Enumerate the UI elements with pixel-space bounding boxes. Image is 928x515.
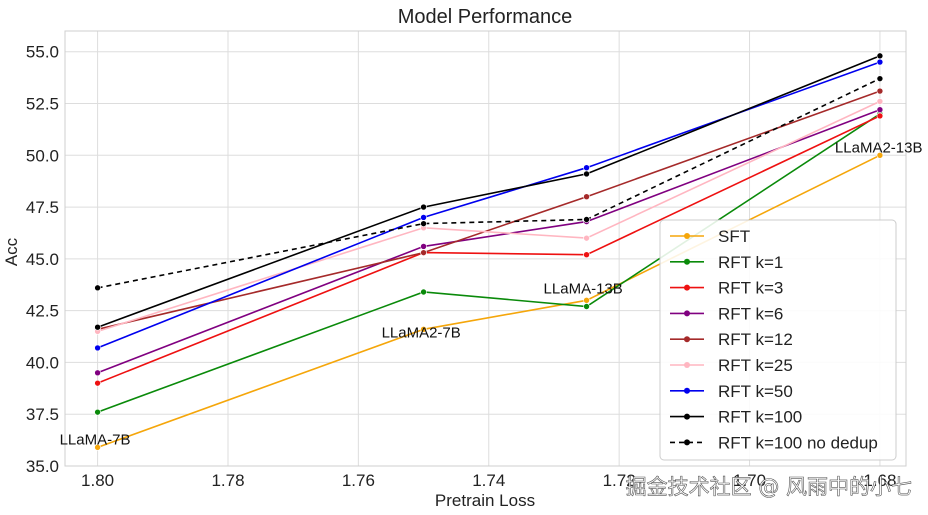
annotation-label: LLaMA-13B	[544, 280, 623, 297]
series-line	[97, 55, 881, 328]
tick-labels: 35.0 37.5 40.0 42.5 45.0 47.5 50.0 52.5 55.0 1.80…	[26, 43, 897, 490]
legend-marker	[684, 362, 690, 368]
y-tick-label: 47.5	[26, 198, 59, 217]
x-tick-label: 1.76	[342, 471, 375, 490]
x-tick-label: 1.80	[81, 471, 114, 490]
data-point	[583, 193, 590, 201]
data-point	[583, 296, 590, 304]
chart-title: Model Performance	[398, 6, 573, 28]
data-point	[420, 214, 427, 221]
annotations: LLaMA-7B LLaMA2-7B LLaMA-13B LLaMA2-13B	[60, 139, 923, 448]
data-point	[876, 151, 884, 159]
series-rft-k-25	[94, 98, 884, 335]
data-point	[94, 369, 101, 377]
legend-label: RFT k=100 no dedup	[718, 433, 878, 452]
data-point	[876, 87, 884, 95]
data-point	[420, 203, 427, 211]
y-tick-label: 40.0	[26, 353, 59, 372]
series-line	[97, 113, 881, 413]
series-line	[97, 100, 881, 333]
data-point	[583, 164, 590, 172]
y-tick-label: 35.0	[26, 457, 59, 476]
annotation-label: LLaMA2-13B	[835, 139, 923, 156]
x-tick-label: 1.74	[472, 471, 505, 490]
data-point	[94, 284, 101, 292]
legend-marker	[684, 387, 690, 394]
data-point	[94, 444, 101, 451]
series-rft-k-6	[94, 106, 884, 377]
data-point	[94, 323, 101, 331]
x-tick-label: 1.72	[603, 471, 636, 490]
series-line	[97, 77, 881, 289]
data-point	[420, 220, 427, 227]
series-line	[97, 115, 881, 384]
legend-label: RFT k=100	[718, 408, 802, 427]
data-point	[876, 75, 884, 82]
legend: SFT RFT k=1 RFT k=3 RFT k=6 RFT k=12 RFT k=25…	[659, 219, 897, 461]
x-tick-label: 1.68	[863, 471, 896, 490]
data-point	[420, 249, 427, 256]
legend-label: RFT k=3	[718, 279, 783, 298]
x-tick-label: 1.78	[211, 471, 244, 490]
y-tick-label: 37.5	[26, 405, 59, 424]
data-point	[876, 112, 884, 120]
legend-marker	[684, 258, 690, 265]
series-rft-k-100	[94, 52, 884, 331]
data-point	[583, 303, 590, 310]
data-point	[420, 243, 427, 250]
data-point	[583, 216, 590, 223]
legend-marker	[684, 284, 690, 291]
legend-label: RFT k=1	[718, 253, 783, 272]
x-axis-title: Pretrain Loss	[435, 491, 535, 510]
data-point	[876, 58, 884, 66]
series-line	[97, 90, 881, 331]
legend-label: RFT k=25	[718, 356, 793, 375]
legend-box	[659, 219, 897, 461]
series-line	[97, 108, 881, 374]
data-point	[583, 170, 590, 178]
data-point	[583, 251, 590, 259]
legend-label: RFT k=12	[718, 330, 793, 349]
series-rft-k-100-no-dedup	[94, 75, 884, 292]
legend-marker	[684, 310, 690, 317]
data-point	[94, 379, 101, 387]
legend-label: SFT	[718, 227, 750, 246]
y-tick-label: 50.0	[26, 146, 59, 165]
legend-marker	[684, 233, 690, 239]
y-tick-label: 42.5	[26, 302, 59, 321]
legend-label: RFT k=6	[718, 304, 783, 323]
data-point	[876, 98, 884, 105]
legend-marker	[684, 439, 690, 446]
plot-frame	[64, 30, 907, 467]
y-tick-label: 55.0	[26, 43, 59, 62]
legend-marker	[684, 336, 690, 343]
data-point	[420, 325, 427, 333]
watermark: 掘金技术社区 @ 风雨中的小七	[626, 475, 912, 499]
series-group	[94, 52, 884, 451]
legend-marker	[684, 413, 690, 420]
data-point	[583, 234, 590, 242]
y-tick-label: 52.5	[26, 95, 59, 114]
data-point	[94, 408, 101, 416]
y-tick-label: 45.0	[26, 250, 59, 269]
data-point	[876, 52, 884, 60]
data-point	[876, 106, 884, 114]
legend-label: RFT k=50	[718, 382, 793, 401]
annotation-label: LLaMA2-7B	[382, 324, 461, 341]
annotation-label: LLaMA-7B	[60, 431, 131, 448]
data-point	[420, 288, 427, 296]
x-tick-label: 1.70	[733, 471, 766, 490]
y-axis-title: Acc	[2, 237, 21, 266]
data-point	[94, 344, 101, 352]
